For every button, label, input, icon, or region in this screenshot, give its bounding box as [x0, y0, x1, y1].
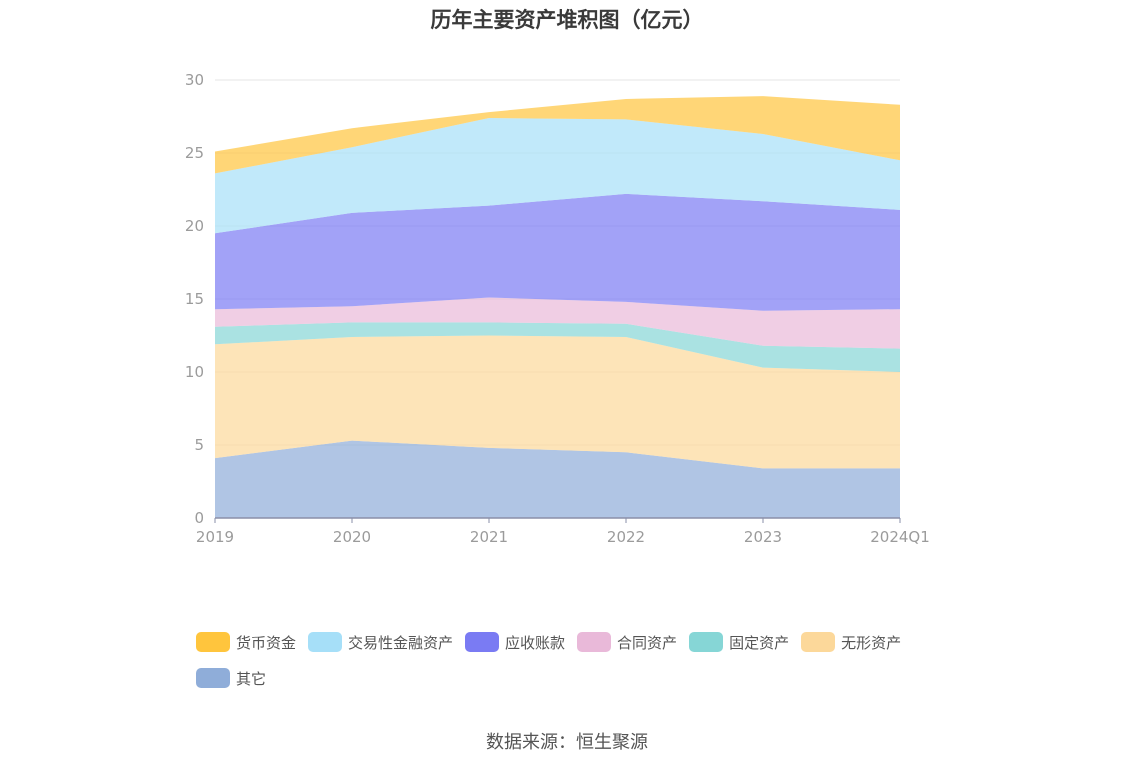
y-tick-label: 20	[185, 217, 204, 235]
legend-label: 合同资产	[617, 633, 678, 652]
x-tick-label: 2024Q1	[870, 528, 930, 546]
legend-swatch	[308, 632, 343, 652]
area-series-0	[215, 440, 900, 518]
legend-item[interactable]: 交易性金融资产	[308, 630, 453, 654]
axes: 0 5 10 15 20 25 30 2019 2020 2021 2022 2023 2024Q1	[185, 71, 930, 546]
y-tick-label: 25	[185, 144, 204, 162]
legend-label: 交易性金融资产	[348, 633, 454, 652]
legend-swatch	[196, 632, 230, 652]
legend: 货币资金 交易性金融资产 应收账款 合同资产 固定资产 无形资产其它	[196, 630, 956, 702]
x-tick-label: 2020	[333, 528, 371, 546]
x-tick-label: 2021	[470, 528, 508, 546]
legend-label: 无形资产	[841, 633, 902, 652]
legend-swatch	[577, 632, 612, 652]
x-tick-label: 2019	[196, 528, 234, 546]
legend-item[interactable]: 合同资产	[577, 630, 677, 654]
legend-swatch	[689, 632, 724, 652]
x-tick-label: 2023	[744, 528, 782, 546]
area-series	[215, 96, 900, 518]
x-tick-label: 2022	[607, 528, 645, 546]
area-series-6	[215, 96, 900, 174]
chart-title: 历年主要资产堆积图（亿元）	[430, 8, 704, 32]
legend-swatch	[801, 632, 836, 652]
legend-item[interactable]: 其它	[196, 666, 266, 690]
legend-label: 固定资产	[729, 633, 790, 652]
y-tick-label: 5	[194, 436, 204, 454]
area-series-1	[215, 335, 900, 469]
y-tick-label: 30	[185, 71, 204, 89]
y-tick-label: 0	[194, 509, 204, 527]
y-tick-label: 10	[185, 363, 204, 381]
legend-item[interactable]: 无形资产	[801, 630, 901, 654]
legend-label: 应收账款	[505, 633, 566, 652]
stacked-area-chart: 0 5 10 15 20 25 30 2019 2020 2021 2022 2023 2024Q1	[185, 71, 930, 546]
legend-swatch	[465, 632, 500, 652]
area-series-3	[215, 297, 900, 349]
legend-item[interactable]: 固定资产	[689, 630, 789, 654]
y-tick-label: 15	[185, 290, 204, 308]
area-series-4	[215, 193, 900, 311]
legend-label: 货币资金	[236, 633, 297, 652]
source-note: 数据来源：恒生聚源	[486, 732, 648, 753]
legend-item[interactable]: 货币资金	[196, 630, 296, 654]
area-series-5	[215, 118, 900, 234]
legend-label: 其它	[236, 669, 267, 688]
legend-item[interactable]: 应收账款	[465, 630, 565, 654]
legend-swatch	[196, 668, 230, 688]
area-series-2	[215, 322, 900, 372]
